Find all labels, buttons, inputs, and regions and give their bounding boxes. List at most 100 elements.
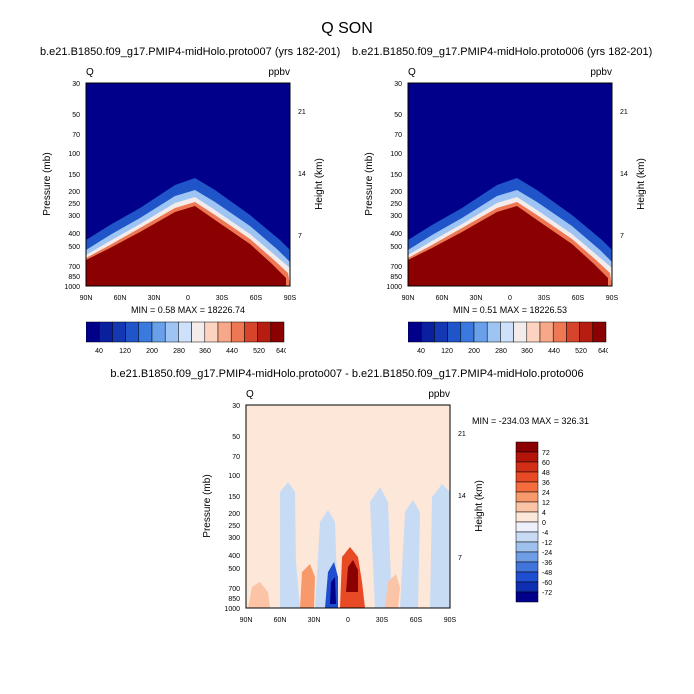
panel2-cbar-label: 440 — [548, 348, 560, 355]
panel2-ytick: 30 — [394, 81, 402, 88]
panel3-ytick: 300 — [228, 535, 240, 542]
panel2-cbar-label: 360 — [521, 348, 533, 355]
colorbar-box — [515, 471, 539, 483]
colorbar-box — [112, 321, 126, 343]
colorbar-box — [579, 321, 594, 343]
panel3-y2tick: 21 — [458, 431, 466, 438]
colorbar-box — [270, 321, 285, 343]
panel1-xtick: 90S — [284, 295, 297, 302]
panel2-cbar-label: 520 — [575, 348, 587, 355]
colorbar-box — [138, 321, 153, 343]
panel2-ytick: 850 — [390, 274, 402, 281]
colorbar-box — [526, 321, 541, 343]
colorbar-box — [513, 321, 528, 343]
colorbar-box — [515, 461, 539, 473]
panel1-ytick: 70 — [72, 132, 80, 139]
panel3-cbar-label: 60 — [542, 460, 550, 467]
colorbar-box — [515, 561, 539, 573]
panel1-field-dome-red — [86, 206, 286, 286]
panel3-y2label: Height (km) — [474, 480, 485, 532]
panel3-cbar-label: -72 — [542, 590, 552, 597]
panel3-colorbar: 72 60 48 36 24 12 4 0 -4 -12 -24 -36 -48… — [515, 441, 552, 603]
panel3-ytick: 500 — [228, 566, 240, 573]
panel3-field-salmon-right — [385, 574, 400, 608]
panel3-y2ticks: 21 14 7 — [458, 431, 466, 562]
panel1-colorbar-boxes — [86, 321, 285, 343]
colorbar-box — [515, 501, 539, 513]
panel3-ytick: 250 — [228, 523, 240, 530]
colorbar-box — [515, 441, 539, 453]
panel1-ytick: 200 — [68, 189, 80, 196]
panel3-ytick: 150 — [228, 494, 240, 501]
panel1-ytick: 250 — [68, 201, 80, 208]
panel1-colorbar-labels: 40 120 200 280 360 440 520 640 — [95, 348, 286, 355]
panel1-xticks: 90N 60N 30N 0 30S 60S 90S — [80, 295, 297, 302]
panel1-cbar-label: 640 — [276, 348, 286, 355]
panel2-colorbar: 40 120 200 280 360 440 520 640 — [408, 321, 608, 355]
panel1-cbar-label: 520 — [253, 348, 265, 355]
colorbar-box — [244, 321, 258, 343]
panel3-field-navy-center — [330, 577, 336, 604]
panel2-yticks: 30 50 70 100 150 200 250 300 400 500 700… — [386, 81, 402, 291]
panel3-xtick: 30S — [376, 617, 389, 624]
colorbar-box — [515, 451, 539, 463]
panel1-cbar-label: 200 — [146, 348, 158, 355]
colorbar-box — [486, 321, 501, 343]
panel3-cbar-label: 36 — [542, 480, 550, 487]
panel1-frame — [85, 82, 291, 287]
panel2-ytick: 150 — [390, 172, 402, 179]
panel3-ytick: 70 — [232, 454, 240, 461]
panel2-colorbar-boxes — [408, 321, 607, 343]
panel3-cbar-label: 4 — [542, 510, 546, 517]
panel3-y2tick: 7 — [458, 555, 462, 562]
panel2-y2tick: 21 — [620, 109, 628, 116]
panel1-cbar-label: 440 — [226, 348, 238, 355]
panel3-y2tick: 14 — [458, 493, 466, 500]
colorbar-box — [434, 321, 448, 343]
panel1-ytick: 400 — [68, 231, 80, 238]
panel2-y2label: Height (km) — [636, 158, 647, 210]
panel1-ytick: 700 — [68, 264, 80, 271]
panel3-frame — [245, 404, 451, 609]
panel2-xtick: 60N — [436, 295, 449, 302]
panel2-field-dome-red — [408, 206, 608, 286]
colorbar-box — [217, 321, 232, 343]
panel2-colorbar-labels: 40 120 200 280 360 440 520 640 — [417, 348, 608, 355]
colorbar-box — [515, 521, 539, 533]
panel1-ytick: 50 — [72, 112, 80, 119]
colorbar-box — [473, 321, 488, 343]
panel2-ytick: 300 — [390, 213, 402, 220]
colorbar-box — [98, 321, 113, 343]
colorbar-box — [86, 321, 100, 343]
panel1-y2tick: 14 — [298, 171, 306, 178]
colorbar-box — [515, 551, 539, 563]
panel3-xtick: 60S — [410, 617, 423, 624]
panel3-colorbar-boxes — [515, 441, 539, 603]
panel1-cbar-label: 360 — [199, 348, 211, 355]
colorbar-box — [230, 321, 245, 343]
panel2-cbar-label: 280 — [495, 348, 507, 355]
panel3-plot: Q ppbv 30 50 70 100 150 200 250 300 400 … — [202, 389, 485, 624]
panel2-ytick: 250 — [390, 201, 402, 208]
panel1-xtick: 60S — [250, 295, 263, 302]
panel2-ytick: 50 — [394, 112, 402, 119]
panel1-xtick: 90N — [80, 295, 93, 302]
panel1-var-label: Q — [86, 67, 94, 78]
panel3-title: b.e21.B1850.f09_g17.PMIP4-midHolo.proto0… — [110, 368, 584, 380]
panel2-xtick: 90S — [606, 295, 619, 302]
panel3-xticks: 90N 60N 30N 0 30S 60S 90S — [240, 617, 457, 624]
panel3-field-salmon-left — [248, 582, 270, 608]
panel3-ytick: 400 — [228, 553, 240, 560]
panel3-cbar-label: 12 — [542, 500, 550, 507]
panel1-cbar-label: 40 — [95, 348, 103, 355]
panel2-ytick: 200 — [390, 189, 402, 196]
panel3-field-features — [248, 482, 450, 608]
colorbar-box — [515, 571, 539, 583]
panel2-title: b.e21.B1850.f09_g17.PMIP4-midHolo.proto0… — [352, 46, 653, 58]
panel1-units-label: ppbv — [268, 67, 290, 78]
panel3-cbar-label: 48 — [542, 470, 550, 477]
colorbar-box — [539, 321, 554, 343]
panel1-ytick: 100 — [68, 151, 80, 158]
panel2-xtick: 30S — [538, 295, 551, 302]
panel2-plot: Q ppbv 30 50 70 100 150 200 250 300 400 … — [364, 67, 647, 315]
